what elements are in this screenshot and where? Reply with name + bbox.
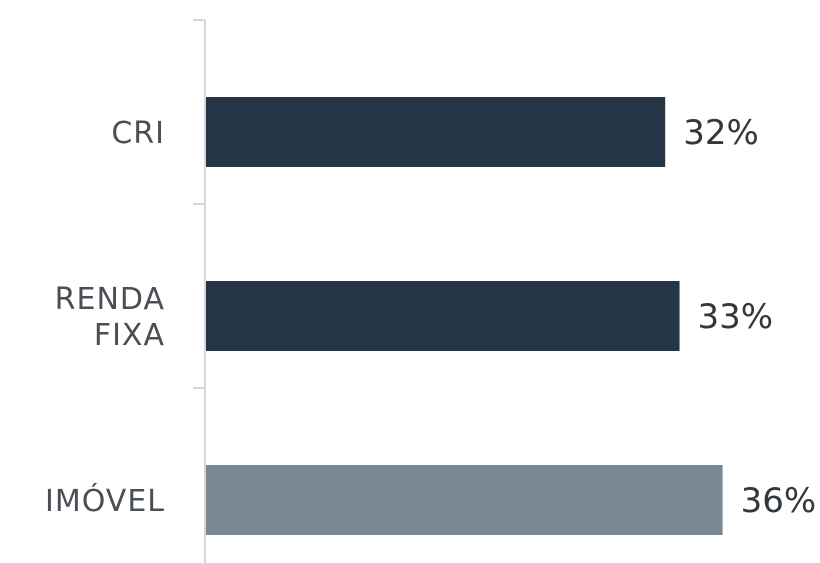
data-label: 33% <box>698 297 774 337</box>
category-label: IMÓVEL <box>45 482 165 519</box>
category-label-line: RENDA <box>55 282 165 317</box>
data-label: 36% <box>741 481 817 521</box>
category-label: RENDA FIXA <box>55 282 165 353</box>
data-label: 32% <box>683 113 759 153</box>
category-label-line: FIXA <box>94 318 165 353</box>
bar <box>206 465 723 535</box>
category-label-line: CRI <box>111 116 165 151</box>
category-label: CRI <box>111 116 165 151</box>
category-label-line: IMÓVEL <box>45 482 165 519</box>
bar <box>206 97 666 167</box>
bar <box>206 281 680 351</box>
